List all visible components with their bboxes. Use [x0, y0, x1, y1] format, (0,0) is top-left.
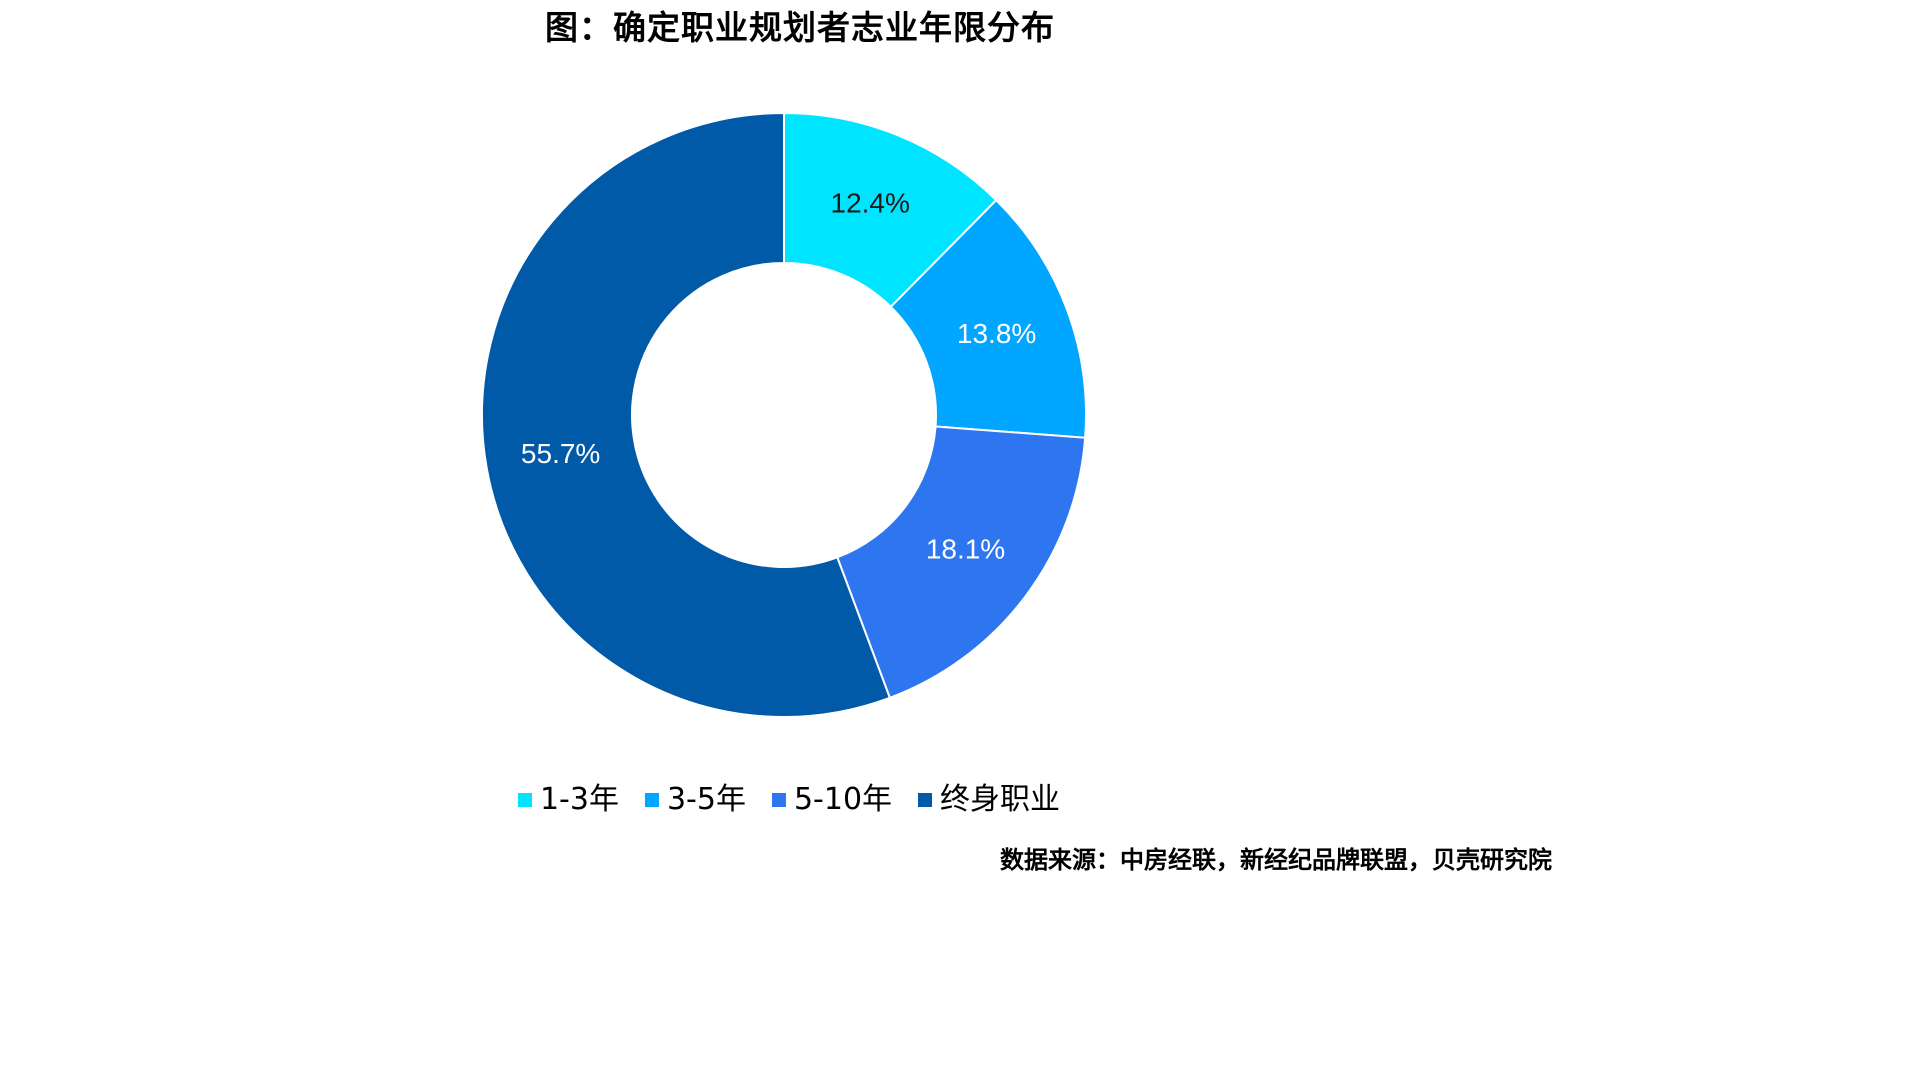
legend-swatch [771, 793, 786, 807]
slice-data-label: 12.4% [831, 187, 910, 218]
donut-slice [835, 425, 1087, 700]
legend-label: 终身职业 [940, 782, 1061, 817]
legend-item: 1-3年 [517, 780, 619, 820]
legend-label: 5-10年 [793, 782, 893, 817]
legend-item: 3-5年 [644, 780, 746, 820]
legend-label: 1-3年 [539, 782, 619, 817]
chart-title: 图：确定职业规划者志业年限分布 [545, 8, 1055, 47]
slice-data-label: 55.7% [521, 438, 600, 469]
slice-data-label: 13.8% [957, 318, 1036, 349]
source-note: 数据来源：中房经联，新经纪品牌联盟，贝壳研究院 [1000, 846, 1552, 874]
legend-swatch [918, 793, 933, 807]
legend-swatch [644, 793, 659, 807]
donut-chart: 12.4% 13.8% 18.1% 55.7% [481, 111, 1087, 718]
legend-item: 终身职业 [918, 780, 1060, 820]
slice-data-label: 18.1% [926, 534, 1005, 565]
legend-swatch [517, 793, 532, 807]
legend-label: 3-5年 [666, 782, 746, 817]
donut-slice [889, 198, 1087, 439]
donut-slice [481, 111, 892, 718]
legend: 1-3年 3-5年 5-10年 终身职业 [0, 780, 1578, 820]
legend-item: 5-10年 [771, 780, 893, 820]
donut-slice [783, 111, 998, 309]
